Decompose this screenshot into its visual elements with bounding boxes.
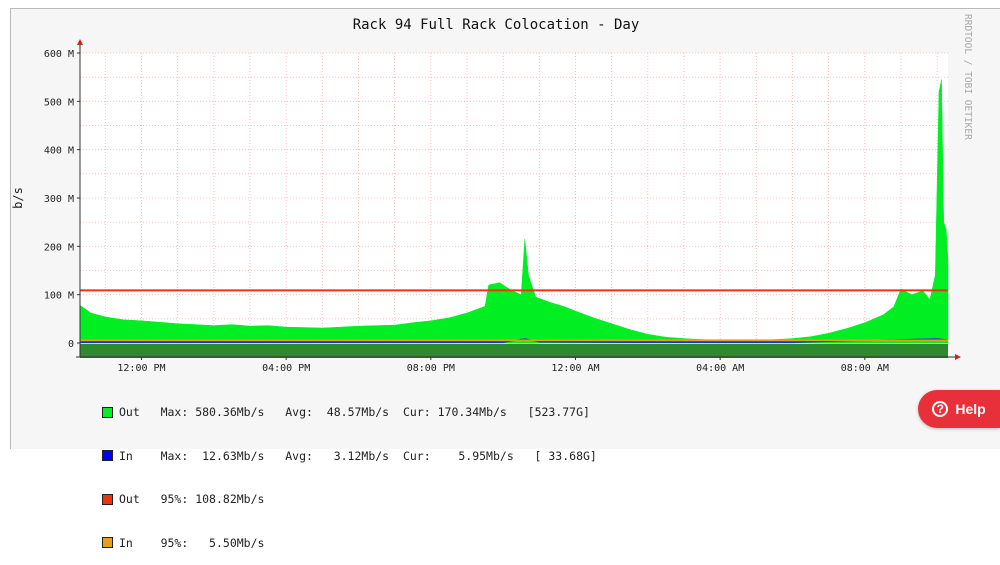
legend-label: Out	[119, 492, 140, 506]
legend-label: Out	[119, 405, 140, 419]
y-tick-label: 200 M	[44, 242, 74, 253]
traffic-chart: Rack 94 Full Rack Colocation - Day RRDTO…	[11, 14, 973, 372]
x-tick-label: 12:00 AM	[551, 363, 599, 372]
x-tick-label: 12:00 PM	[117, 363, 165, 372]
legend-avg: 48.57Mb/s	[326, 405, 390, 419]
legend-row-out-95: Out 95%: 108.82Mb/s	[102, 492, 597, 507]
y-tick-label: 0	[68, 339, 74, 350]
legend-avg: 3.12Mb/s	[333, 448, 390, 463]
legend-pct: 108.82Mb/s	[195, 492, 265, 506]
y-tick-label: 600 M	[44, 49, 74, 60]
help-button[interactable]: ? Help	[918, 390, 1000, 428]
legend-total: 523.77G	[534, 405, 584, 419]
y-tick-label: 500 M	[44, 97, 74, 108]
y-tick-label: 400 M	[44, 146, 74, 157]
legend-swatch-out-95	[102, 493, 113, 505]
legend-pct: 5.50Mb/s	[209, 535, 265, 550]
legend-swatch-out	[102, 406, 113, 418]
chart-title: Rack 94 Full Rack Colocation - Day	[353, 17, 640, 33]
legend-swatch-in	[102, 450, 113, 462]
y-tick-label: 100 M	[44, 291, 74, 302]
legend-row-in-95: In 95%: 5.50Mb/s	[102, 536, 597, 551]
x-axis-arrow	[955, 354, 961, 360]
question-circle-icon: ?	[932, 401, 949, 417]
x-tick-label: 04:00 AM	[696, 363, 744, 372]
y-axis-arrow	[77, 39, 83, 45]
legend-total: 33.68G	[548, 448, 590, 463]
legend-max: 580.36Mb/s	[195, 405, 265, 419]
legend-row-in: In Max: 12.63Mb/s Avg: 3.12Mb/s Cur: 5.9…	[102, 449, 597, 464]
legend-row-out: Out Max: 580.36Mb/s Avg: 48.57Mb/s Cur: …	[102, 405, 597, 420]
legend-cur: 170.34Mb/s	[437, 405, 507, 419]
legend-cur: 5.95Mb/s	[458, 448, 514, 463]
x-tick-label: 04:00 PM	[262, 363, 310, 372]
legend-label: In	[119, 535, 133, 550]
x-tick-label: 08:00 AM	[841, 363, 889, 372]
series-in-band	[80, 344, 948, 358]
help-label: Help	[955, 401, 986, 417]
legend-swatch-in-95	[102, 537, 113, 549]
chart-legend: Out Max: 580.36Mb/s Avg: 48.57Mb/s Cur: …	[102, 376, 597, 565]
legend-max: 12.63Mb/s	[202, 448, 265, 463]
y-tick-label: 300 M	[44, 194, 74, 205]
watermark: RRDTOOL / TOBI OETIKER	[962, 14, 973, 140]
x-tick-label: 08:00 PM	[407, 363, 455, 372]
legend-label: In	[119, 448, 133, 463]
y-axis-label: b/s	[11, 187, 25, 209]
